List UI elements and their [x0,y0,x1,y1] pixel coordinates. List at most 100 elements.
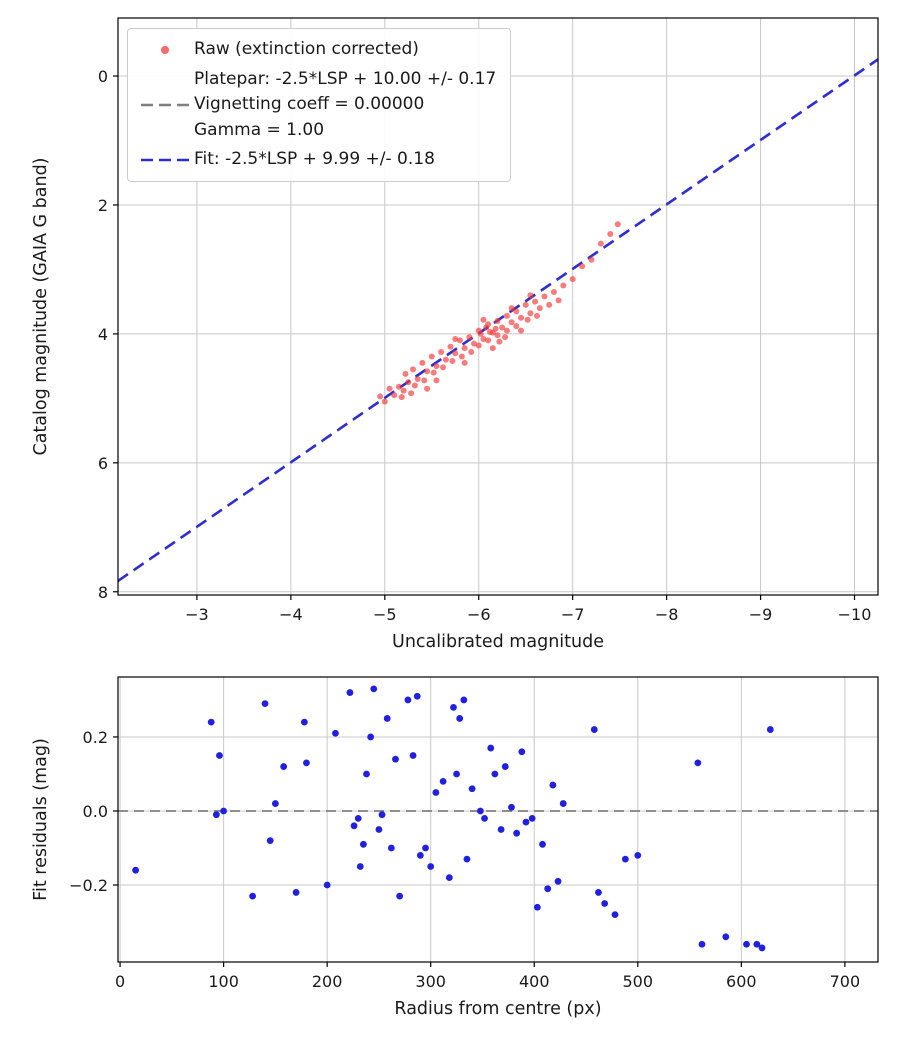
scatter-point [292,889,300,896]
scatter-point [428,353,435,360]
scatter-point [367,733,375,741]
scatter-point [492,325,499,332]
scatter-point [414,376,421,383]
scatter-point [468,785,476,793]
scatter-point [405,379,412,386]
scatter-point [430,369,437,376]
scatter-point [381,398,388,405]
scatter-point [528,814,536,822]
scatter-point [370,685,378,693]
scatter-point [416,852,424,859]
scatter-point [588,256,595,263]
legend-platepar-label: Platepar: -2.5*LSP + 10.00 +/- 0.17 Vign… [194,68,497,140]
scatter-point [502,334,509,341]
y-tick-label: 8 [98,583,108,602]
x-tick-label: −3 [185,605,209,624]
data-group [118,685,878,952]
scatter-point [560,282,567,289]
scatter-point [533,903,541,911]
scatter-point [607,230,614,237]
scatter-point [476,807,484,815]
scatter-point [621,855,629,863]
scatter-point [419,359,426,366]
scatter-point [261,700,269,708]
scatter-point [494,332,501,339]
scatter-point [481,814,488,822]
scatter-point [440,364,447,371]
scatter-point [634,852,642,859]
scatter-point [359,840,367,848]
scatter-point [522,818,530,826]
scatter-point [597,240,604,247]
x-tick-label: −4 [279,605,303,624]
x-tick-label: 0 [115,972,125,991]
scatter-point [433,377,440,384]
scatter-point [611,911,619,919]
scatter-point [536,305,543,312]
scatter-point [323,881,331,889]
x-tick-label: 700 [830,972,861,991]
scatter-point [303,759,310,767]
scatter-point [409,752,417,759]
scatter-point [524,316,531,323]
y-tick-label: 4 [98,325,108,344]
scatter-point [466,334,473,341]
legend-fit-label: Fit: -2.5*LSP + 9.99 +/- 0.18 [194,149,435,169]
scatter-point [503,312,510,319]
scatter-point [386,385,393,392]
x-axis-label: Radius from centre (px) [394,999,601,1019]
scatter-point [499,324,506,331]
scatter-point [408,390,415,397]
scatter-point [249,892,257,900]
scatter-point [442,356,449,363]
scatter-point [354,814,362,822]
scatter-point [461,345,468,352]
scatter-point [411,382,418,389]
scatter-point [579,263,586,270]
y-tick-label: 2 [98,196,108,215]
scatter-point [413,692,421,700]
scatter-point [487,744,495,752]
scatter-point [424,385,431,392]
scatter-point [458,353,465,360]
y-tick-label: 6 [98,454,108,473]
scatter-point [513,829,521,837]
y-tick-label: −0.2 [69,876,108,895]
scatter-point [391,392,398,399]
scatter-point [375,826,383,833]
chart-top: −3 −4 −5 −6 −7 −8 −9 −10 0 2 4 6 8 Uncalibrated magni… [31,17,879,652]
scatter-point [463,855,471,863]
scatter-point [300,718,308,726]
scatter-point [743,940,750,948]
scatter-point [421,377,428,384]
scatter-point [494,318,501,325]
scatter-point [694,759,702,767]
scatter-point [450,703,457,711]
scatter-point [132,866,140,874]
scatter-point [363,770,370,778]
x-tick-label: −9 [749,605,773,624]
scatter-point [527,292,534,299]
scatter-point [485,321,492,328]
plot-frame [117,676,879,963]
scatter-point [559,800,567,807]
scatter-point [350,822,358,830]
scatter-point [398,394,405,401]
y-axis-label: Catalog magnitude (GAIA G band) [31,157,51,455]
scatter-point [508,803,515,811]
scatter-point [207,718,215,726]
scatter-point [554,877,562,885]
plot-frame [117,17,879,596]
scatter-point [546,301,553,308]
scatter-point [601,900,609,907]
x-tick-label: 600 [726,972,757,991]
scatter-point [758,944,766,952]
scatter-point [432,789,440,796]
y-axis-label: Fit residuals (mag) [31,738,51,901]
scatter-point [555,297,562,304]
scatter-point [489,345,496,352]
x-tick-label: 100 [208,972,239,991]
scatter-point [271,800,279,807]
